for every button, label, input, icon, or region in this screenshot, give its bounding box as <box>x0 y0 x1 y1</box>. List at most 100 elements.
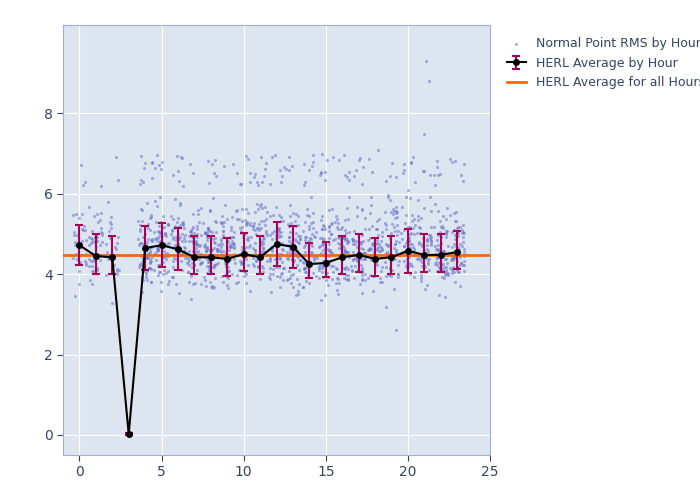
Normal Point RMS by Hour <box>259 248 270 256</box>
Normal Point RMS by Hour <box>268 226 279 234</box>
Normal Point RMS by Hour <box>217 240 228 248</box>
Normal Point RMS by Hour <box>173 244 184 252</box>
Normal Point RMS by Hour <box>340 236 351 244</box>
Normal Point RMS by Hour <box>211 218 222 226</box>
Normal Point RMS by Hour <box>188 210 199 218</box>
Normal Point RMS by Hour <box>142 220 153 228</box>
Normal Point RMS by Hour <box>286 255 297 263</box>
Normal Point RMS by Hour <box>145 250 156 258</box>
Normal Point RMS by Hour <box>217 278 228 286</box>
Normal Point RMS by Hour <box>177 266 188 274</box>
Normal Point RMS by Hour <box>368 248 379 256</box>
Normal Point RMS by Hour <box>190 255 202 263</box>
Normal Point RMS by Hour <box>87 280 98 288</box>
Normal Point RMS by Hour <box>384 234 395 241</box>
Normal Point RMS by Hour <box>187 280 198 288</box>
Normal Point RMS by Hour <box>283 222 294 230</box>
Normal Point RMS by Hour <box>208 194 219 202</box>
Normal Point RMS by Hour <box>324 247 335 255</box>
Normal Point RMS by Hour <box>402 260 413 268</box>
Normal Point RMS by Hour <box>382 194 393 202</box>
Normal Point RMS by Hour <box>274 224 285 232</box>
Normal Point RMS by Hour <box>419 204 430 212</box>
Normal Point RMS by Hour <box>419 249 430 257</box>
Normal Point RMS by Hour <box>176 230 187 238</box>
Normal Point RMS by Hour <box>257 240 268 248</box>
Normal Point RMS by Hour <box>85 238 97 246</box>
Normal Point RMS by Hour <box>137 268 148 276</box>
Normal Point RMS by Hour <box>284 154 295 162</box>
Normal Point RMS by Hour <box>146 257 157 265</box>
Normal Point RMS by Hour <box>349 254 360 262</box>
Normal Point RMS by Hour <box>337 250 348 258</box>
Normal Point RMS by Hour <box>111 153 122 161</box>
Normal Point RMS by Hour <box>192 206 203 214</box>
Normal Point RMS by Hour <box>153 227 164 235</box>
Normal Point RMS by Hour <box>341 264 352 272</box>
Normal Point RMS by Hour <box>332 276 344 283</box>
Normal Point RMS by Hour <box>189 261 200 269</box>
Normal Point RMS by Hour <box>425 236 436 244</box>
Normal Point RMS by Hour <box>317 261 328 269</box>
Normal Point RMS by Hour <box>357 163 368 171</box>
Normal Point RMS by Hour <box>438 250 449 258</box>
Normal Point RMS by Hour <box>264 273 275 281</box>
Normal Point RMS by Hour <box>376 263 387 271</box>
Normal Point RMS by Hour <box>202 224 214 232</box>
Normal Point RMS by Hour <box>323 223 335 231</box>
Normal Point RMS by Hour <box>169 222 181 230</box>
Normal Point RMS by Hour <box>190 279 201 287</box>
Normal Point RMS by Hour <box>336 268 347 276</box>
Normal Point RMS by Hour <box>146 278 157 286</box>
Normal Point RMS by Hour <box>327 154 338 162</box>
Normal Point RMS by Hour <box>277 246 288 254</box>
Normal Point RMS by Hour <box>347 236 358 244</box>
Normal Point RMS by Hour <box>310 252 321 260</box>
Normal Point RMS by Hour <box>154 228 165 236</box>
Normal Point RMS by Hour <box>237 222 248 230</box>
Normal Point RMS by Hour <box>454 240 466 248</box>
Normal Point RMS by Hour <box>233 216 244 224</box>
Normal Point RMS by Hour <box>366 168 377 176</box>
Normal Point RMS by Hour <box>161 232 172 240</box>
Normal Point RMS by Hour <box>426 234 437 241</box>
Normal Point RMS by Hour <box>92 233 103 241</box>
Normal Point RMS by Hour <box>168 214 179 222</box>
Normal Point RMS by Hour <box>435 261 447 269</box>
Normal Point RMS by Hour <box>223 274 234 281</box>
Normal Point RMS by Hour <box>319 226 330 234</box>
Normal Point RMS by Hour <box>323 247 335 255</box>
Normal Point RMS by Hour <box>348 236 359 244</box>
Normal Point RMS by Hour <box>287 258 298 266</box>
Normal Point RMS by Hour <box>386 256 398 264</box>
Normal Point RMS by Hour <box>252 224 263 232</box>
Normal Point RMS by Hour <box>223 251 235 259</box>
Normal Point RMS by Hour <box>211 246 223 254</box>
Normal Point RMS by Hour <box>201 242 212 250</box>
Normal Point RMS by Hour <box>134 239 146 247</box>
Normal Point RMS by Hour <box>251 230 262 238</box>
Normal Point RMS by Hour <box>416 262 428 270</box>
Normal Point RMS by Hour <box>332 290 343 298</box>
Normal Point RMS by Hour <box>386 229 397 237</box>
Normal Point RMS by Hour <box>407 210 418 218</box>
Normal Point RMS by Hour <box>430 258 442 266</box>
Normal Point RMS by Hour <box>442 242 454 250</box>
Normal Point RMS by Hour <box>219 260 230 268</box>
Normal Point RMS by Hour <box>159 253 170 261</box>
Normal Point RMS by Hour <box>102 248 113 256</box>
Normal Point RMS by Hour <box>405 247 416 255</box>
Normal Point RMS by Hour <box>440 256 451 264</box>
Normal Point RMS by Hour <box>160 255 172 263</box>
Normal Point RMS by Hour <box>204 258 215 266</box>
Normal Point RMS by Hour <box>298 264 309 272</box>
Normal Point RMS by Hour <box>147 236 158 244</box>
Normal Point RMS by Hour <box>348 256 359 264</box>
Normal Point RMS by Hour <box>450 232 461 239</box>
Normal Point RMS by Hour <box>336 244 347 252</box>
Normal Point RMS by Hour <box>402 222 414 230</box>
Normal Point RMS by Hour <box>406 216 417 224</box>
Normal Point RMS by Hour <box>291 261 302 269</box>
Normal Point RMS by Hour <box>89 238 100 246</box>
Normal Point RMS by Hour <box>316 264 328 272</box>
